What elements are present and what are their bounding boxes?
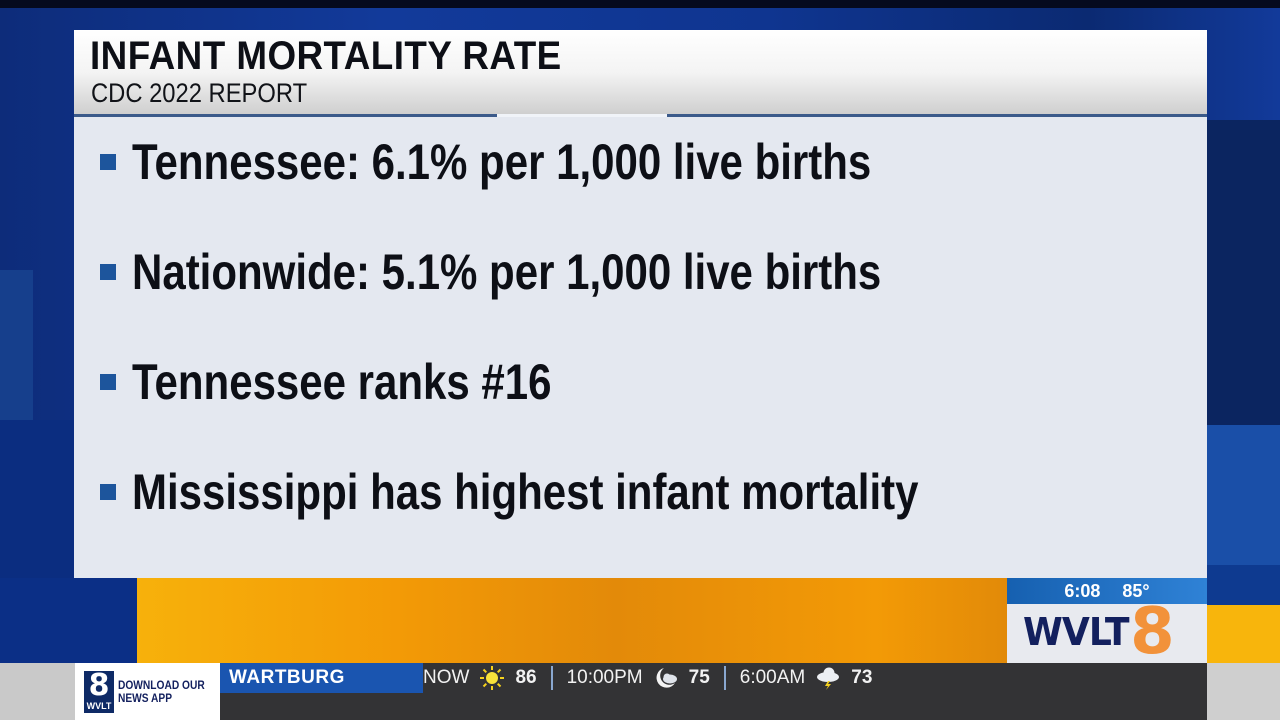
- graphic-subtitle: CDC 2022 REPORT: [91, 78, 308, 108]
- background-block: [0, 663, 75, 720]
- thunderstorm-icon: [817, 667, 840, 690]
- divider: [723, 666, 726, 690]
- square-bullet-icon: [100, 374, 116, 390]
- bullet-text: Nationwide: 5.1% per 1,000 live births: [132, 244, 882, 300]
- square-bullet-icon: [100, 484, 116, 500]
- time-temp-bar: 6:08 85°: [1007, 578, 1207, 604]
- background-block: [1207, 120, 1280, 425]
- bullet-item: Mississippi has highest infant mortality: [100, 464, 1068, 574]
- forecast-strip: NOW 86 10:00PM 75 6:: [423, 663, 872, 693]
- header-divider: [74, 114, 1207, 117]
- background-block: [1207, 663, 1280, 720]
- station-logo: WVLT 8: [1023, 595, 1175, 669]
- station-bug: 6:08 85° WVLT 8: [1007, 578, 1207, 669]
- wvlt-8-logo-icon: 8 WVLT: [84, 670, 114, 713]
- graphic-header: INFANT MORTALITY RATE CDC 2022 REPORT: [74, 30, 1207, 114]
- square-bullet-icon: [100, 264, 116, 280]
- lower-third-blue-block: [0, 578, 137, 663]
- app-promo-text: DOWNLOAD OUR NEWS APP: [118, 677, 205, 705]
- moon-cloud-icon: [656, 668, 677, 688]
- current-temperature: 85°: [1122, 580, 1150, 601]
- divider: [550, 666, 553, 690]
- square-bullet-icon: [100, 154, 116, 170]
- lower-third-orange-band: [137, 578, 1007, 663]
- forecast-10pm: 10:00PM 75: [567, 663, 710, 693]
- info-graphic-card: INFANT MORTALITY RATE CDC 2022 REPORT Te…: [74, 30, 1207, 578]
- bullet-text: Tennessee ranks #16: [132, 354, 552, 410]
- bullet-item: Tennessee ranks #16: [100, 354, 1068, 464]
- forecast-city: WARTBURG: [220, 663, 423, 693]
- background-block: [0, 270, 33, 420]
- background-block: [1207, 425, 1280, 565]
- background-block: [1207, 565, 1280, 605]
- bullet-item: Nationwide: 5.1% per 1,000 live births: [100, 244, 1068, 354]
- sun-icon: [480, 666, 505, 690]
- weather-ticker: 8 WVLT DOWNLOAD OUR NEWS APP WARTBURG NO…: [0, 663, 1280, 720]
- bullet-text: Mississippi has highest infant mortality: [132, 464, 919, 520]
- bullet-list: Tennessee: 6.1% per 1,000 live births Na…: [100, 134, 1068, 574]
- graphic-title: INFANT MORTALITY RATE: [90, 34, 562, 78]
- background-block: [1207, 605, 1280, 663]
- channel-number: 8: [1130, 595, 1175, 669]
- forecast-6am: 6:00AM 73: [740, 663, 872, 693]
- bullet-item: Tennessee: 6.1% per 1,000 live births: [100, 134, 1068, 244]
- current-time: 6:08: [1064, 580, 1101, 601]
- call-letters: WVLT: [1023, 610, 1130, 654]
- letterbox-top: [0, 0, 1280, 8]
- forecast-now: NOW 86: [423, 663, 537, 693]
- news-app-promo: 8 WVLT DOWNLOAD OUR NEWS APP: [75, 663, 220, 720]
- bullet-text: Tennessee: 6.1% per 1,000 live births: [132, 134, 872, 190]
